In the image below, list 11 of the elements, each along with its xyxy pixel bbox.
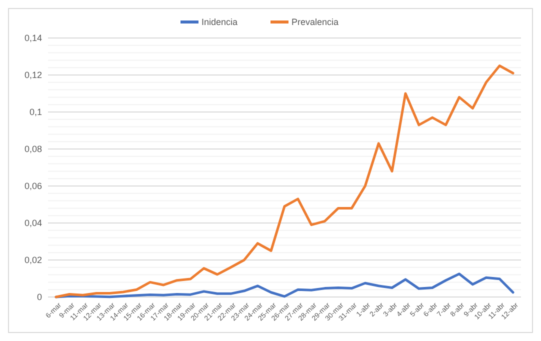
line-series bbox=[54, 64, 514, 298]
y-tick-label: 0 bbox=[36, 292, 42, 302]
y-tick-label: 0,06 bbox=[24, 180, 42, 191]
y-tick-label: 0,14 bbox=[24, 32, 42, 43]
y-tick-label: 0,08 bbox=[24, 144, 42, 154]
y-tick-label: 0,12 bbox=[24, 70, 42, 80]
y-tick-label: 0,1 bbox=[29, 106, 42, 117]
legend-label: Inidencia bbox=[202, 17, 238, 28]
legend-label: Prevalencia bbox=[292, 17, 339, 28]
y-tick-label: 0,02 bbox=[24, 254, 42, 265]
y-tick-label: 0,04 bbox=[24, 218, 42, 228]
